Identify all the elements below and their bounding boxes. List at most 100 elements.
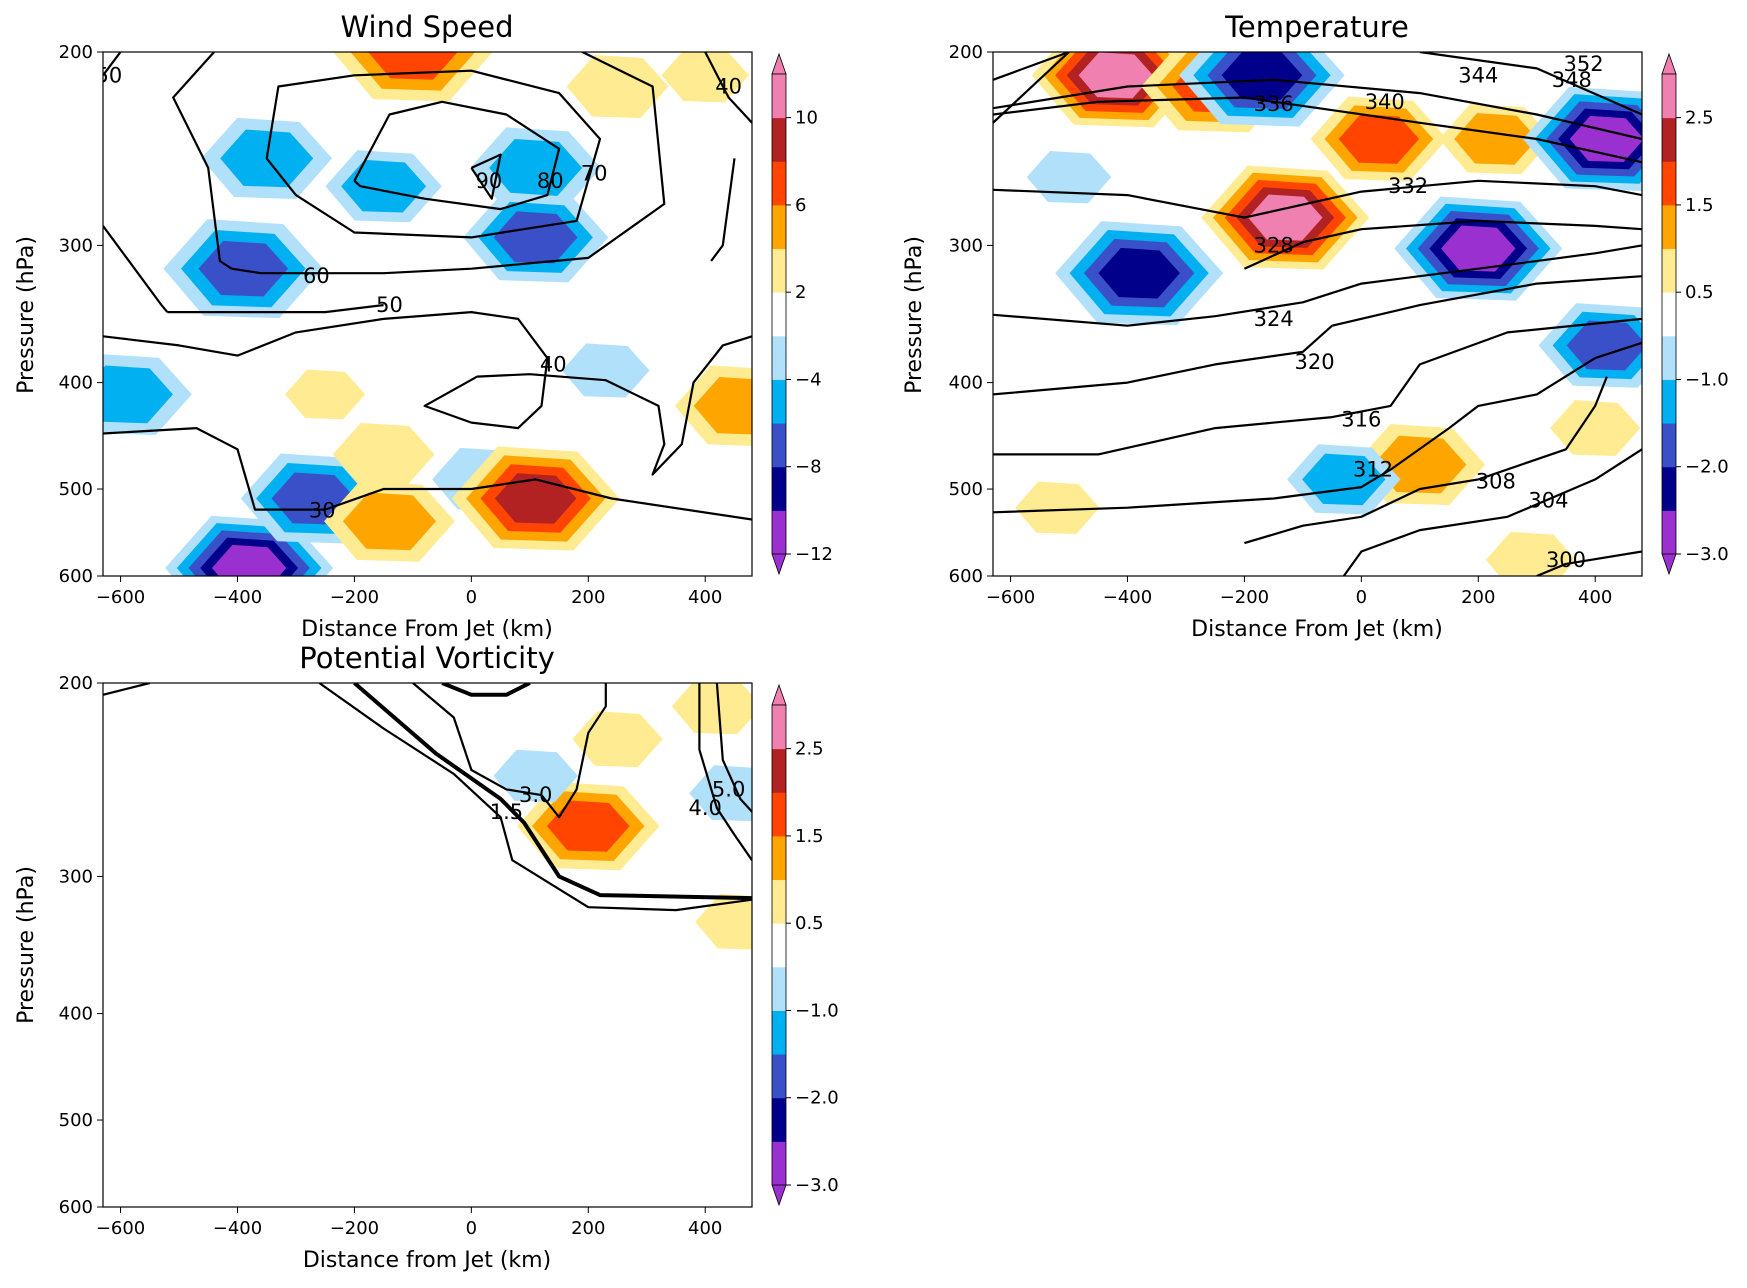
contour-line (441, 683, 531, 697)
contour-line (993, 52, 1070, 81)
y-tick-label: 300 (949, 235, 983, 256)
colorbar-extend-min (771, 553, 787, 576)
contour-label: 348 (1552, 68, 1592, 92)
plot-area-0: 90 80 70 60 50 40 40 30 50 (103, 52, 752, 576)
contour-line (993, 244, 1642, 327)
contour-label: 320 (1295, 350, 1335, 374)
anomaly-level (1485, 531, 1577, 576)
contour-line (993, 78, 1642, 141)
x-tick-label: −400 (213, 1218, 262, 1239)
x-tick-label: −200 (330, 1218, 379, 1239)
x-tick-label: 0 (466, 1218, 477, 1239)
anomaly-blob (1485, 531, 1577, 576)
colorbar-tick-label: 0.5 (795, 913, 824, 934)
x-tick-label: −200 (330, 587, 379, 608)
colorbar-segment (1662, 161, 1676, 206)
anomaly-blob (661, 52, 749, 103)
y-tick-label: 200 (949, 42, 983, 63)
colorbar-segment (772, 117, 786, 162)
x-tick-label: −200 (1220, 587, 1269, 608)
contour-label: 328 (1254, 233, 1294, 257)
contour-label: 316 (1341, 407, 1381, 431)
contour-label: 304 (1528, 488, 1568, 512)
contour-line (318, 683, 752, 912)
contour-line (167, 304, 384, 314)
contour-line (1536, 550, 1642, 576)
contour-line (103, 427, 752, 521)
colorbar-segment (1662, 117, 1676, 162)
colorbar-tick-label: −2.0 (795, 1088, 839, 1109)
ylabel-wind-speed: Pressure (hPa) (14, 236, 39, 394)
anomaly-level (1221, 52, 1303, 101)
contour-line (993, 275, 1642, 396)
anomaly-blob (285, 369, 366, 420)
anomaly-level (1566, 320, 1642, 371)
colorbar-extend-min (771, 1184, 787, 1207)
y-tick-label: 600 (59, 1197, 93, 1218)
contour-label: 300 (1546, 548, 1586, 572)
anomaly-level (493, 749, 578, 803)
colorbar-extend-max (771, 683, 787, 706)
anomaly-level (342, 492, 437, 551)
contour-line (710, 158, 736, 262)
anomaly-blob (689, 765, 752, 822)
anomaly-level (211, 544, 287, 576)
contour-line (715, 683, 752, 813)
contour-line (470, 153, 502, 200)
anomaly-blob (1201, 165, 1370, 270)
colorbar-segment (772, 510, 786, 555)
contour-line (993, 317, 1642, 456)
anomaly-blob (695, 893, 752, 950)
title-wind-speed: Wind Speed (340, 10, 513, 44)
y-tick-label: 500 (59, 479, 93, 500)
title-temperature: Temperature (1224, 10, 1409, 44)
contour-label: 336 (1254, 92, 1294, 116)
anomaly-level (1550, 400, 1641, 457)
contour-line (103, 52, 122, 76)
colorbar-segment (772, 923, 786, 968)
colorbar-segment (772, 466, 786, 511)
contour-line (103, 225, 169, 313)
anomaly-level (671, 683, 752, 735)
xlabel-temperature: Distance From Jet (km) (1191, 617, 1443, 642)
anomaly-blob (562, 343, 650, 398)
colorbar-tick-label: −1.0 (1685, 369, 1729, 390)
colorbar-tick-label: 2.5 (1685, 108, 1714, 129)
xlabel-potential-vorticity: Distance from Jet (km) (303, 1248, 551, 1273)
contour-line (103, 683, 151, 696)
colorbar-segment (1662, 466, 1676, 511)
anomaly-level (1026, 150, 1112, 204)
contour-label: 5.0 (712, 777, 745, 801)
panel-potential-vorticity: Potential Vorticity 1.53.04.05.0−600 −400… (14, 641, 839, 1273)
contour-label: 90 (476, 169, 503, 193)
plot-frame (102, 51, 753, 577)
y-tick-label: 400 (59, 1004, 93, 1025)
anomaly-level (1248, 194, 1323, 241)
anomaly-level (285, 369, 366, 420)
colorbar-frame (771, 704, 787, 1186)
x-tick-label: 0 (1356, 587, 1367, 608)
contour-line (704, 52, 752, 124)
colorbar-frame (1661, 73, 1677, 555)
anomaly-blob (1055, 221, 1224, 326)
anomaly-level (689, 765, 752, 822)
anomaly-level (695, 893, 752, 950)
title-potential-vorticity: Potential Vorticity (299, 641, 554, 675)
anomaly-blob (1550, 400, 1641, 457)
anomaly-blob (517, 782, 660, 871)
colorbar: −3.0 −2.0 −1.0 0.5 1.5 2.5 (1661, 52, 1729, 576)
contour-line (698, 683, 752, 861)
plot-frame (992, 51, 1643, 577)
anomaly-blob (1015, 481, 1100, 534)
colorbar-tick-label: 2.5 (795, 739, 824, 760)
contour-label: 50 (376, 293, 403, 317)
y-tick-label: 400 (949, 373, 983, 394)
anomaly-level (693, 377, 752, 435)
x-tick-label: 0 (466, 587, 477, 608)
colorbar-segment (772, 1141, 786, 1186)
contour-line (172, 52, 233, 270)
colorbar-tick-label: 2 (795, 282, 806, 303)
colorbar-tick-label: −8 (795, 457, 822, 478)
colorbar-tick-label: 1.5 (795, 826, 824, 847)
